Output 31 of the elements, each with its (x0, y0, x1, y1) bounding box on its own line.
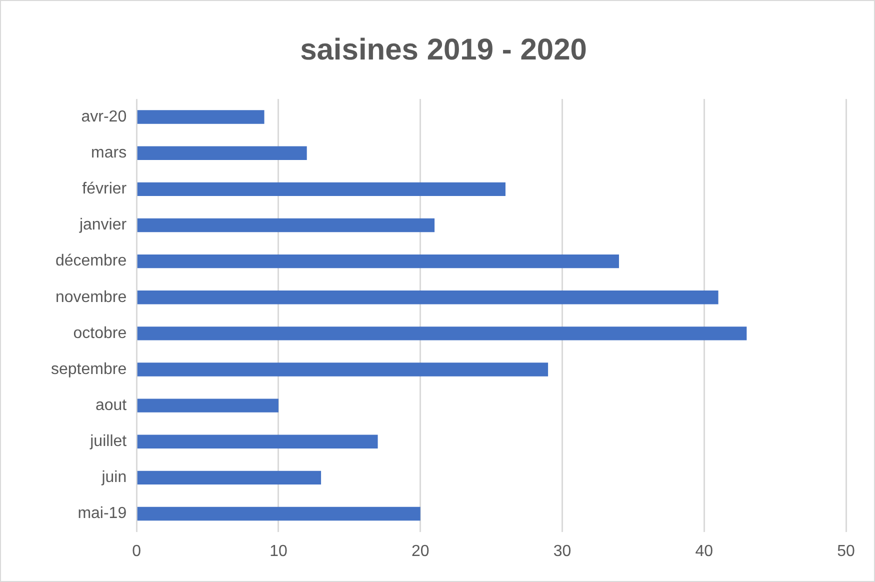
y-tick-label: octobre (73, 324, 127, 342)
bar (137, 326, 747, 340)
x-tick-label: 0 (132, 542, 142, 560)
bar (137, 398, 278, 412)
y-tick-label: février (82, 180, 128, 198)
bar (137, 110, 264, 124)
y-tick-label: mai-19 (78, 505, 127, 522)
bar (137, 506, 420, 521)
x-tick-label: 50 (837, 542, 855, 560)
y-tick-label: septembre (51, 360, 127, 378)
y-tick-label: juin (100, 469, 127, 486)
bar (137, 470, 322, 485)
bar (137, 182, 506, 196)
bar (137, 218, 435, 232)
bar (137, 362, 548, 376)
y-tick-label: novembre (55, 288, 127, 306)
bar (137, 146, 307, 160)
bar (137, 290, 718, 304)
bar (137, 434, 378, 448)
y-tick-label: mars (91, 144, 127, 162)
x-tick-label: 20 (411, 542, 430, 560)
y-tick-label: janvier (78, 216, 128, 234)
y-tick-label: décembre (55, 252, 127, 270)
y-tick-label: juillet (89, 433, 128, 450)
y-tick-label: aout (95, 396, 128, 414)
chart-title: saisines 2019 - 2020 (300, 33, 587, 66)
bar (137, 254, 619, 268)
x-tick-label: 40 (695, 542, 714, 560)
y-tick-label: avr-20 (81, 108, 127, 126)
x-tick-label: 30 (553, 542, 572, 560)
x-tick-label: 10 (270, 542, 288, 560)
